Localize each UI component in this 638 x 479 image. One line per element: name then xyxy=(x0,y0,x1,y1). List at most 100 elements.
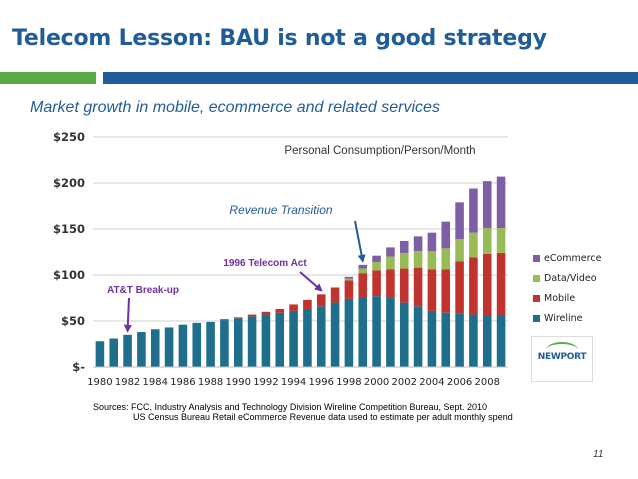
bar-wireline-2003 xyxy=(413,306,423,367)
chart-legend: eCommerce Data/Video Mobile Wireline xyxy=(533,248,601,328)
legend-label: eCommerce xyxy=(544,252,602,264)
y-tick-label: $250 xyxy=(53,130,85,144)
bar-wireline-2009 xyxy=(496,315,506,367)
bar-data-video-1997 xyxy=(330,286,340,288)
bar-mobile-1992 xyxy=(261,311,271,315)
chart-title: Personal Consumption/Person/Month xyxy=(284,145,475,157)
bar-ecommerce-2000 xyxy=(372,255,381,263)
legend-item-data-video: Data/Video xyxy=(533,268,601,288)
legend-label: Mobile xyxy=(544,292,576,304)
y-tick-label: $- xyxy=(72,360,85,374)
slide-subtitle: Market growth in mobile, ecommerce and r… xyxy=(30,99,440,116)
y-tick-label: $50 xyxy=(61,314,85,328)
chart-bars xyxy=(95,176,506,367)
bar-wireline-1989 xyxy=(220,320,229,367)
bar-ecommerce-1998 xyxy=(344,276,354,279)
y-axis-ticks: $- $50 $100 $150 $200 $250 xyxy=(53,130,85,374)
bar-wireline-2004 xyxy=(427,310,437,367)
x-tick-label: 1996 xyxy=(309,377,334,388)
x-tick-label: 2004 xyxy=(419,377,444,388)
bar-mobile-1989 xyxy=(220,319,229,321)
bar-ecommerce-2007 xyxy=(469,188,478,233)
legend-item-mobile: Mobile xyxy=(533,288,601,308)
bar-wireline-2005 xyxy=(441,312,451,367)
bar-mobile-1994 xyxy=(289,304,298,311)
x-tick-label: 1998 xyxy=(336,377,361,388)
bar-wireline-1992 xyxy=(261,314,271,367)
bar-mobile-2004 xyxy=(427,269,437,311)
bar-wireline-1994 xyxy=(289,310,298,367)
bar-mobile-2000 xyxy=(372,270,381,297)
y-tick-label: $100 xyxy=(53,268,85,282)
bar-mobile-1990 xyxy=(233,317,243,319)
bar-wireline-1980 xyxy=(95,341,105,367)
y-tick-label: $200 xyxy=(53,176,85,190)
annotation-arrow-1996-telecom-act xyxy=(299,271,323,292)
bar-wireline-1998 xyxy=(344,298,354,367)
bar-data-video-2002 xyxy=(399,252,409,269)
bar-mobile-2002 xyxy=(399,268,409,303)
annotation-arrow-at-t-break-up xyxy=(123,297,132,333)
legend-item-wireline: Wireline xyxy=(533,308,601,328)
legend-label: Wireline xyxy=(544,312,583,324)
bar-data-video-2008 xyxy=(482,228,492,254)
bar-ecommerce-2008 xyxy=(482,181,492,229)
sources-line-1: Sources: FCC, Industry Analysis and Tech… xyxy=(93,402,488,412)
bar-wireline-2007 xyxy=(469,314,478,367)
x-tick-label: 1982 xyxy=(115,377,140,388)
title-rule-green xyxy=(0,72,96,84)
sources-line-2: US Census Bureau Retail eCommerce Revenu… xyxy=(133,412,513,422)
y-tick-label: $150 xyxy=(53,222,85,236)
bar-mobile-1995 xyxy=(303,299,312,310)
bar-wireline-2008 xyxy=(482,315,492,367)
bar-mobile-2008 xyxy=(482,253,492,316)
bar-wireline-2002 xyxy=(399,302,409,367)
annotation-1996-telecom-act: 1996 Telecom Act xyxy=(223,258,307,269)
bar-wireline-1985 xyxy=(164,327,174,367)
bar-ecommerce-2002 xyxy=(399,240,409,253)
bar-wireline-1987 xyxy=(192,322,202,367)
bar-ecommerce-2003 xyxy=(413,236,423,252)
bar-data-video-2004 xyxy=(427,251,437,270)
stacked-bar-chart: $-$50$100$150$200$250 1980 1982 1984 1986 19… xyxy=(53,130,508,388)
bar-mobile-1991 xyxy=(247,314,257,317)
bar-mobile-2001 xyxy=(386,269,395,298)
bar-mobile-1999 xyxy=(358,273,368,298)
bar-wireline-1991 xyxy=(247,316,257,367)
legend-swatch xyxy=(533,314,540,322)
bar-data-video-2009 xyxy=(496,228,506,253)
bar-wireline-1990 xyxy=(233,318,243,367)
legend-swatch xyxy=(533,294,540,302)
bar-wireline-1988 xyxy=(206,321,215,367)
bar-data-video-1999 xyxy=(358,268,368,274)
bar-ecommerce-2006 xyxy=(455,202,464,240)
x-tick-label: 1994 xyxy=(281,377,306,388)
bar-ecommerce-2005 xyxy=(441,221,451,249)
x-tick-label: 2006 xyxy=(447,377,472,388)
slide-title: Telecom Lesson: BAU is not a good strate… xyxy=(12,26,547,51)
bar-mobile-2007 xyxy=(469,257,478,315)
bar-data-video-2000 xyxy=(372,262,381,271)
bar-wireline-1981 xyxy=(109,338,119,367)
annotation-arrow-revenue-transition xyxy=(354,220,366,263)
bar-ecommerce-2004 xyxy=(427,232,437,252)
legend-item-ecommerce: eCommerce xyxy=(533,248,601,268)
x-tick-label: 1990 xyxy=(226,377,251,388)
bar-mobile-1998 xyxy=(344,280,354,299)
title-rule-blue xyxy=(103,72,638,84)
x-tick-label: 1986 xyxy=(170,377,195,388)
chart-annotations: Revenue Transition 1996 Telecom Act AT&T B… xyxy=(107,203,366,333)
bar-mobile-2005 xyxy=(441,269,451,313)
bar-data-video-2006 xyxy=(455,239,464,262)
x-tick-label: 1980 xyxy=(87,377,112,388)
bar-data-video-2007 xyxy=(469,232,478,258)
sources-note: Sources: FCC, Industry Analysis and Tech… xyxy=(93,402,513,422)
x-tick-label: 1992 xyxy=(253,377,278,388)
bar-mobile-2009 xyxy=(496,252,506,316)
bar-wireline-1997 xyxy=(330,302,340,367)
legend-swatch xyxy=(533,254,540,262)
x-tick-label: 2002 xyxy=(392,377,417,388)
bar-ecommerce-1999 xyxy=(358,264,368,269)
bar-wireline-1999 xyxy=(358,297,368,367)
x-tick-label: 2008 xyxy=(475,377,500,388)
